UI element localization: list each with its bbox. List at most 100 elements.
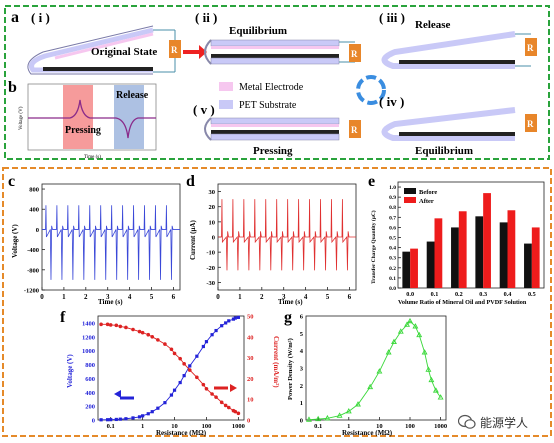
chart-f-point-voltage [131,416,135,420]
chart-d-xtick-label: 4 [304,293,308,301]
state-iv-label: ( iv ) [379,94,404,109]
state-v-title: Pressing [253,145,293,157]
chart-g-point [336,412,343,418]
chart-d-ytick-label: 10 [209,219,216,226]
chart-d: d 0 1 2 3 4 5 6 -30 -20 -10 0 10 20 30 Time (s) Curre… [186,172,364,308]
chart-e-ytick-label: 0.2 [389,266,396,272]
chart-e-svg: e 0.0 0.1 0.2 0.3 0.4 0.5 0.6 0.7 0.8 0.9 1.0 0.0 0.… [368,173,545,306]
chart-f-series-voltage [101,316,239,421]
chart-e: e 0.0 0.1 0.2 0.3 0.4 0.5 0.6 0.7 0.8 0.9 1.0 0.0 0.… [366,172,548,308]
chart-e-ytick-label: 0.4 [389,246,396,252]
chart-e-category-label: 0.2 [455,291,463,298]
chart-g-xlabel: Resistance (MΩ) [342,429,393,437]
chart-f-point-voltage [231,317,236,321]
chart-g-point [416,331,423,338]
legend-metal-swatch [219,82,233,91]
chart-d-ytick-label: 20 [209,204,216,211]
chart-c-ytick-label: -400 [27,247,39,254]
chart-g-ytick-label: 1 [300,400,303,407]
chart-g-xtick-label: 1000 [434,423,447,430]
panel-b-curve [28,99,156,139]
current-arrow-head [230,384,237,392]
chart-d-xlabel: Time (s) [278,298,303,306]
chart-f-y2label: Current (mA/m²) [272,336,280,388]
chart-e-bar-before [499,222,508,288]
chart-f-point-voltage [146,412,150,416]
chart-f-y2tick-label: 50 [247,314,254,321]
chart-f-point-current [201,382,206,387]
chart-f-y2tick-label: 20 [247,376,254,383]
chart-f-point-voltage [224,321,228,325]
resistor-ii [349,44,361,62]
chart-e-bar-before [524,243,532,288]
chart-g-point [432,387,439,393]
chart-f-point-voltage [141,414,145,418]
chart-c-xtick-label: 5 [150,293,154,301]
bottom-frame [2,167,552,437]
chart-d-xtick-label: 3 [282,293,286,301]
resistor-i-label: R [171,45,178,55]
chart-c-xtick-label: 0 [40,293,44,301]
chart-c-svg: c 0 1 2 3 4 5 6 -1200 -800 -400 0 400 800 Time (s) V… [8,173,181,306]
chart-e-letter: e [368,173,375,190]
chart-d-ytick-label: 30 [209,189,216,196]
chart-f-point-current [156,338,160,342]
resistor-v-label: R [351,125,358,135]
chart-f-point-current [146,332,151,337]
legend-pet-label: PET Substrate [239,100,297,111]
chart-f-point-current [178,356,182,361]
chart-g-series-line [308,320,441,421]
chart-d-svg: d 0 1 2 3 4 5 6 -30 -20 -10 0 10 20 30 Time (s) Curre… [186,173,357,306]
chart-g-point [437,394,444,400]
chart-f-point-voltage [201,344,205,349]
chart-e-bar-before [426,241,435,288]
chart-e-legend-label-before: Before [419,189,437,196]
chart-f-point-voltage [236,315,240,319]
chart-f-ytick-label: 1000 [82,348,95,355]
panel-b-xlabel: Time (s) [84,155,101,160]
chart-d-xtick-label: 5 [326,293,330,301]
chart-f-point-current [204,387,209,391]
chart-f-point-current [187,368,192,372]
chart-e-category-label: 0.0 [406,291,414,298]
chart-c-ytick-label: 800 [29,187,39,194]
chart-g: g 0.1 1 10 100 1000 0 1 2 3 4 5 6 Resistance (MΩ) P… [280,306,450,438]
chart-g-ytick-label: 2 [300,383,303,390]
chart-g-ytick-label: 5 [300,331,304,338]
state-ii-label: ( ii ) [195,10,217,25]
chart-f-point-current [172,351,177,356]
chart-e-ytick-label: 0.6 [389,225,396,231]
chart-d-xtick-label: 2 [260,293,264,301]
chart-e-bar-before [475,216,484,288]
chart-g-xtick-label: 10 [376,423,383,430]
resistor-ii-label: R [351,49,358,59]
chart-e-bar-after [458,211,467,288]
chart-e-category-label: 0.3 [479,291,487,298]
chart-f-point-voltage [114,417,118,422]
state-ii-title: Equilibrium [229,25,287,37]
resistor-iv [525,114,537,132]
chart-g-ylabel: Power Density (W/m²) [287,338,294,400]
panel-a: a ( i ) Original State R ( ii ) Equilibr… [3,4,551,162]
chart-g-point [315,415,322,422]
resistor-iv-label: R [527,119,534,129]
chart-f-ytick-label: 400 [85,390,95,397]
chart-d-xtick-label: 6 [348,293,352,301]
chart-f-point-current [105,322,110,327]
chart-f-point-current [140,330,145,335]
chart-e-ytick-label: 1.0 [389,185,396,191]
chart-f-point-voltage [220,324,224,328]
chart-g-ytick-label: 3 [300,366,304,373]
chart-c-ytick-label: -800 [27,267,39,274]
chart-g-point [421,349,428,355]
chart-e-bar-after [531,227,540,288]
chart-c-xtick-label: 3 [106,293,110,301]
chart-f-point-current [214,395,218,399]
chart-f-y2tick-label: 10 [247,397,254,404]
chart-f-y2tick-label: 0 [247,418,250,425]
chart-f-xtick-label: 10 [171,423,178,430]
chart-f-point-voltage [156,406,160,410]
chart-g-ytick-label: 0 [300,418,303,425]
chart-f-ytick-label: 800 [85,362,95,369]
pressing-label: Pressing [65,125,101,136]
